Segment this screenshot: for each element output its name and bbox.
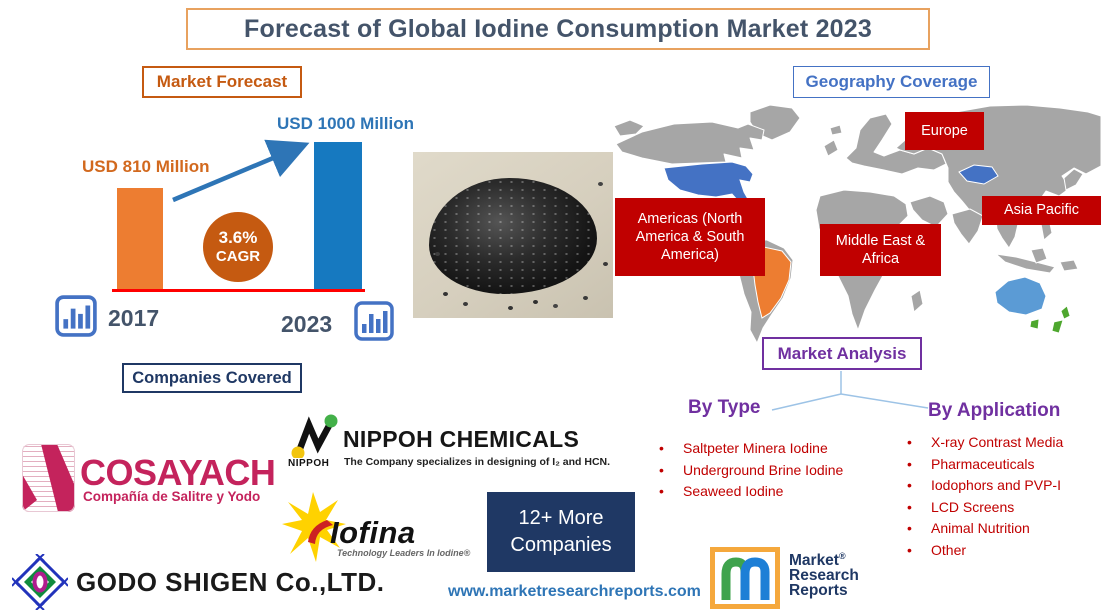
registered-mark: ® xyxy=(838,551,846,561)
website-link[interactable]: www.marketresearchreports.com xyxy=(448,583,701,600)
geography-coverage-label: Geography Coverage xyxy=(793,66,990,98)
chart-baseline xyxy=(112,289,365,292)
market-research-reports-wordmark: Market® Research Reports xyxy=(789,549,859,598)
region-label-americas: Americas (North America & South America) xyxy=(615,198,765,276)
godo-shigen-name: GODO SHIGEN Co.,LTD. xyxy=(76,567,385,597)
year-label-2023: 2023 xyxy=(281,311,333,337)
nippoh-tagline: The Company specializes in designing of … xyxy=(344,456,611,468)
list-item: Iodophors and PVP-I xyxy=(903,477,1063,493)
brand-line2: Research xyxy=(789,567,859,585)
cosayach-tagline: Compañía de Salitre y Yodo xyxy=(83,489,261,504)
by-application-list: X-ray Contrast Media Pharmaceuticals Iod… xyxy=(903,434,1063,563)
bar-chart-icon xyxy=(354,301,394,341)
branch-connector-lines xyxy=(771,371,929,411)
iofina-tagline: Technology Leaders In Iodine® xyxy=(337,548,471,558)
list-item: Underground Brine Iodine xyxy=(655,462,843,478)
iofina-logo-icon xyxy=(282,492,346,562)
cosayach-logo-icon xyxy=(22,444,75,512)
bar-2017 xyxy=(117,188,163,289)
region-label-asia-pacific: Asia Pacific xyxy=(982,196,1101,225)
godo-shigen-logo-icon xyxy=(12,554,68,610)
bar-2023 xyxy=(314,142,362,289)
year-label-2017: 2017 xyxy=(108,305,160,331)
iofina-name: Iofina xyxy=(330,515,416,550)
more-companies-badge: 12+ More Companies xyxy=(487,492,635,572)
market-analysis-label: Market Analysis xyxy=(762,337,922,370)
brand-line1: Market xyxy=(789,552,839,570)
nippoh-name: NIPPOH CHEMICALS xyxy=(343,426,580,452)
cagr-label: CAGR xyxy=(215,248,261,266)
growth-arrow-icon xyxy=(172,139,310,203)
cosayach-name: COSAYACH xyxy=(80,452,276,493)
list-item: Other xyxy=(903,542,1063,558)
title-box: Forecast of Global Iodine Consumption Ma… xyxy=(186,8,930,50)
iodine-crystals-photo xyxy=(413,152,613,318)
nippoh-mark-label: NIPPOH xyxy=(288,458,330,469)
list-item: Saltpeter Minera Iodine xyxy=(655,440,843,456)
companies-covered-label: Companies Covered xyxy=(122,363,302,393)
by-type-list: Saltpeter Minera Iodine Underground Brin… xyxy=(655,440,843,505)
by-type-heading: By Type xyxy=(688,397,761,418)
brand-line3: Reports xyxy=(789,582,848,600)
iodine-pile xyxy=(429,178,597,294)
nippoh-logo-icon xyxy=(291,414,338,458)
region-label-europe: Europe xyxy=(905,112,984,150)
market-forecast-label: Market Forecast xyxy=(142,66,302,98)
page-title: Forecast of Global Iodine Consumption Ma… xyxy=(244,14,872,43)
bar-chart-icon xyxy=(55,295,97,337)
iodine-crumbs xyxy=(443,292,448,296)
iodine-sparkle-texture xyxy=(429,178,597,294)
cagr-badge: 3.6% CAGR xyxy=(203,212,273,282)
list-item: Seaweed Iodine xyxy=(655,483,843,499)
list-item: X-ray Contrast Media xyxy=(903,434,1063,450)
cagr-value: 3.6% xyxy=(218,228,258,247)
bar-value-label-2023: USD 1000 Million xyxy=(277,114,414,133)
list-item: Pharmaceuticals xyxy=(903,456,1063,472)
by-application-heading: By Application xyxy=(928,400,1061,421)
bar-value-label-2017: USD 810 Million xyxy=(82,157,210,176)
market-research-reports-logo-icon xyxy=(710,547,780,609)
list-item: LCD Screens xyxy=(903,499,1063,515)
list-item: Animal Nutrition xyxy=(903,520,1063,536)
region-label-middle-east-africa: Middle East & Africa xyxy=(820,224,941,276)
